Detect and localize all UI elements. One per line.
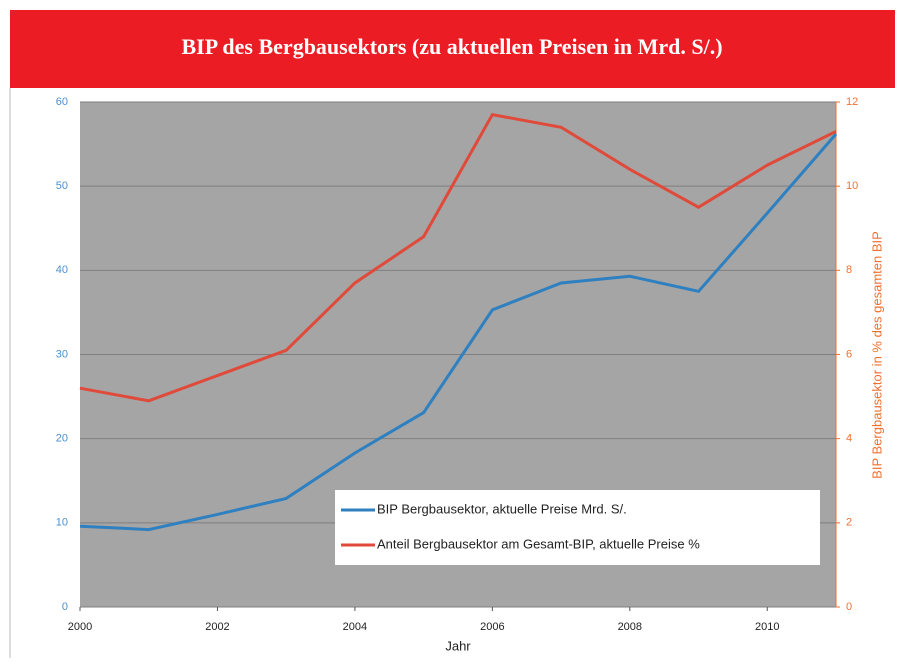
y2-tick-label: 4 <box>846 433 852 445</box>
x-tick-label: 2006 <box>480 621 504 633</box>
y-tick-label: 50 <box>56 180 68 192</box>
y-tick-label: 0 <box>62 601 68 613</box>
legend-box <box>335 490 820 565</box>
y-tick-label: 60 <box>56 96 68 108</box>
y-tick-label: 20 <box>56 433 68 445</box>
y2-tick-label: 6 <box>846 348 852 360</box>
y2-tick-label: 12 <box>846 96 858 108</box>
x-tick-label: 2000 <box>68 621 92 633</box>
y2-axis-label: BIP Bergbausektor in % des gesamten BIP <box>869 231 884 479</box>
legend-label: Anteil Bergbausektor am Gesamt-BIP, aktu… <box>377 536 700 551</box>
series-line <box>79 132 838 532</box>
legend-label: BIP Bergbausektor, aktuelle Preise Mrd. … <box>377 501 627 516</box>
y-tick-label: 10 <box>56 517 68 529</box>
y-tick-label: 40 <box>56 264 68 276</box>
series-line <box>79 112 837 403</box>
x-tick-label: 2002 <box>205 621 229 633</box>
y2-tick-label: 10 <box>846 180 858 192</box>
y2-tick-label: 2 <box>846 517 852 529</box>
x-axis-label: Jahr <box>445 638 471 653</box>
x-tick-label: 2008 <box>618 621 642 633</box>
chart-title: BIP des Bergbausektors (zu aktuellen Pre… <box>181 34 722 59</box>
x-tick-label: 2010 <box>755 621 779 633</box>
header-band <box>10 10 895 88</box>
y2-tick-label: 0 <box>846 601 852 613</box>
y2-tick-label: 8 <box>846 264 852 276</box>
x-tick-label: 2004 <box>343 621 367 633</box>
y-tick-label: 30 <box>56 348 68 360</box>
